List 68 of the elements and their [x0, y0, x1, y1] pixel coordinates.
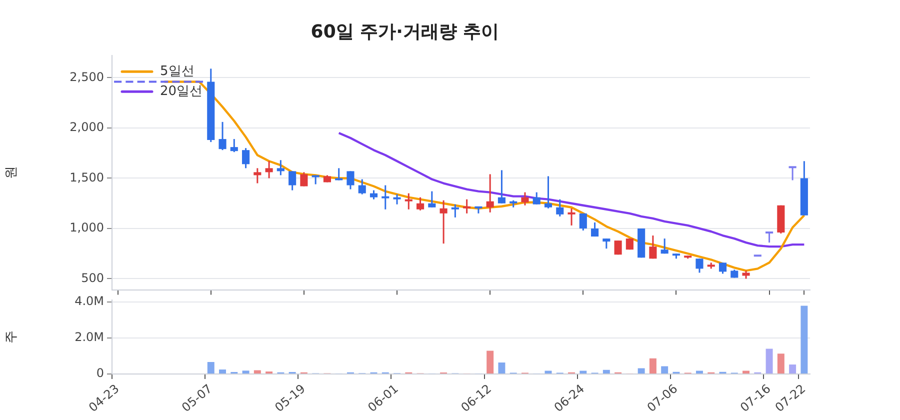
bar: [696, 370, 703, 374]
candlestick: [463, 198, 471, 214]
candlestick: [614, 240, 622, 256]
candlestick: [218, 121, 226, 151]
y-tick-label: 0: [96, 366, 104, 380]
y-tick-label: 2,000: [70, 120, 104, 134]
candlestick: [370, 190, 378, 200]
bar: [766, 348, 773, 374]
legend-label: 5일선: [160, 64, 194, 79]
bar: [742, 370, 750, 374]
bar: [486, 350, 494, 374]
candlestick: [766, 232, 774, 244]
y-axis-title: 주: [4, 330, 20, 344]
candlestick: [788, 166, 796, 181]
bar: [498, 362, 506, 374]
bar: [602, 370, 610, 374]
chart-title: 60일 주가·거래량 추이: [310, 21, 500, 42]
bar: [789, 364, 796, 374]
candlestick: [358, 178, 366, 196]
bar: [219, 370, 226, 374]
candlestick: [346, 170, 354, 190]
candlestick: [428, 190, 436, 208]
bar: [638, 368, 645, 374]
candlestick: [300, 171, 308, 188]
candlestick: [556, 198, 564, 218]
candlestick: [404, 192, 412, 210]
candlestick: [718, 262, 727, 274]
candlestick: [276, 159, 284, 176]
bar: [242, 370, 250, 374]
candlestick: [532, 192, 540, 206]
bar: [777, 354, 784, 374]
bar: [207, 362, 214, 374]
bar: [254, 370, 261, 374]
candlestick: [579, 212, 587, 232]
candlestick: [393, 194, 401, 206]
candlestick: [591, 222, 599, 238]
candlestick: [602, 238, 610, 250]
candlestick: [288, 170, 296, 192]
candlestick: [265, 160, 273, 179]
candlestick: [696, 258, 704, 274]
candlestick: [451, 204, 459, 218]
bar: [649, 358, 656, 374]
y-tick-label: 2,500: [70, 70, 104, 84]
y-tick-label: 2.0M: [74, 330, 104, 344]
bar: [800, 306, 808, 374]
candlestick: [335, 167, 343, 181]
y-tick-label: 500: [81, 270, 104, 285]
candlestick: [544, 175, 552, 210]
candlestick: [649, 234, 657, 260]
candlestick: [486, 173, 494, 214]
candlestick: [312, 174, 320, 186]
candlestick: [521, 192, 529, 206]
candlestick: [660, 238, 668, 254]
candlestick: [254, 167, 262, 184]
bar: [580, 370, 587, 374]
candlestick: [440, 200, 448, 244]
legend-label: 20일선: [160, 84, 203, 99]
y-axis-title: 원: [4, 166, 20, 180]
candlestick: [498, 169, 506, 204]
candlestick: [230, 138, 238, 153]
candlestick: [568, 208, 576, 226]
candlestick: [242, 147, 250, 169]
y-tick-label: 4.0M: [74, 294, 104, 308]
candlestick: [416, 196, 424, 212]
candlestick: [382, 184, 390, 210]
y-tick-label: 1,000: [70, 220, 104, 235]
bar: [661, 366, 668, 374]
y-tick-label: 1,500: [70, 170, 104, 184]
